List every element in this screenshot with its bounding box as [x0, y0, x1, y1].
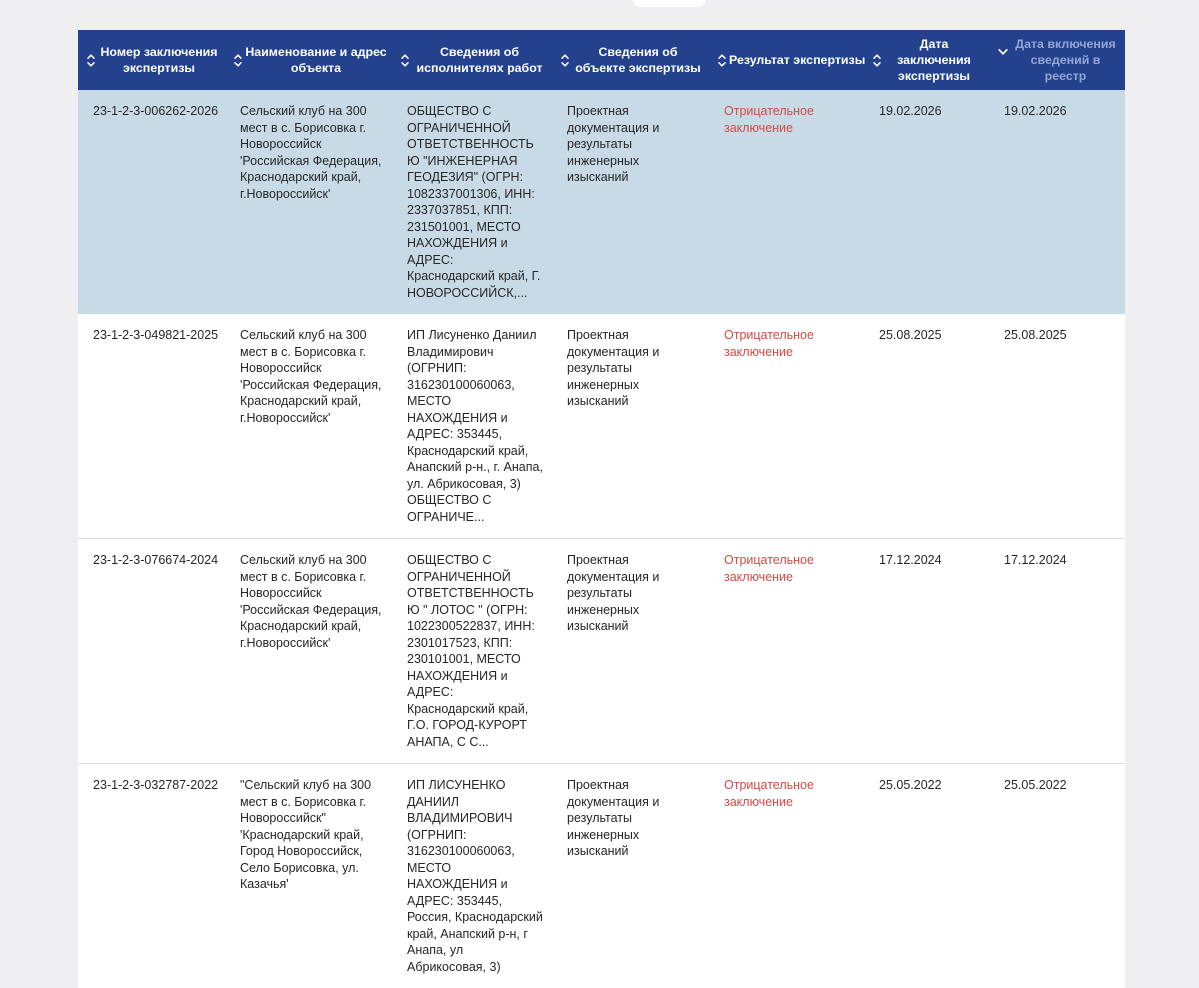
table-row[interactable]: 23-1-2-3-032787-2022 "Сельский клуб на 30…: [78, 763, 1125, 988]
column-header-subject[interactable]: Сведения об объекте экспертизы: [552, 30, 709, 90]
cell-conclusion-date: 25.08.2025: [879, 328, 942, 342]
cell-performers: ИП ЛИСУНЕНКО ДАНИИЛ ВЛАДИМИРОВИЧ (ОГРНИП…: [407, 778, 543, 974]
sort-chevrons-icon[interactable]: [400, 53, 410, 68]
column-header-label: Дата заключения экспертизы: [897, 37, 971, 83]
cell-result: Отрицательное заключение: [724, 104, 814, 135]
table-row[interactable]: 23-1-2-3-006262-2026 Сельский клуб на 300…: [78, 90, 1125, 314]
column-header-label: Сведения об исполнителях работ: [416, 45, 543, 75]
cell-subject: Проектная документация и результаты инже…: [567, 104, 660, 184]
table-header-row: Номер заключения экспертизы Наименование …: [78, 30, 1125, 90]
sort-chevrons-icon[interactable]: [560, 53, 570, 68]
cell-performers: ОБЩЕСТВО С ОГРАНИЧЕННОЙ ОТВЕТСТВЕННОСТЬЮ…: [407, 104, 541, 300]
cell-performers: ОБЩЕСТВО С ОГРАНИЧЕННОЙ ОТВЕТСТВЕННОСТЬЮ…: [407, 553, 535, 749]
cell-conclusion-date: 17.12.2024: [879, 553, 942, 567]
cell-result: Отрицательное заключение: [724, 328, 814, 359]
column-header-number[interactable]: Номер заключения экспертизы: [78, 30, 225, 90]
table-row[interactable]: 23-1-2-3-049821-2025 Сельский клуб на 300…: [78, 314, 1125, 538]
table-body: 23-1-2-3-006262-2026 Сельский клуб на 300…: [78, 90, 1125, 988]
cell-number: 23-1-2-3-032787-2022: [93, 778, 219, 792]
cell-subject: Проектная документация и результаты инже…: [567, 778, 660, 858]
column-header-registry-date[interactable]: Дата включения сведений в реестр: [989, 30, 1125, 90]
cell-number: 23-1-2-3-049821-2025: [93, 328, 219, 342]
cell-subject: Проектная документация и результаты инже…: [567, 553, 660, 633]
cell-performers: ИП Лисуненко Даниил Владимирович (ОГРНИП…: [407, 328, 543, 524]
cell-object: Сельский клуб на 300 мест в с. Борисовка…: [240, 328, 382, 425]
column-header-label: Наименование и адрес объекта: [245, 45, 387, 75]
cell-number: 23-1-2-3-006262-2026: [93, 104, 219, 118]
cell-conclusion-date: 25.05.2022: [879, 778, 942, 792]
expertise-registry-table: Номер заключения экспертизы Наименование …: [78, 30, 1125, 988]
column-header-result[interactable]: Результат экспертизы: [709, 30, 866, 90]
cell-number: 23-1-2-3-076674-2024: [93, 553, 219, 567]
cell-object: Сельский клуб на 300 мест в с. Борисовка…: [240, 104, 382, 201]
cell-subject: Проектная документация и результаты инже…: [567, 328, 660, 408]
column-header-label: Дата включения сведений в реестр: [1015, 37, 1116, 83]
column-header-label: Результат экспертизы: [729, 53, 866, 67]
cell-result: Отрицательное заключение: [724, 778, 814, 809]
sort-chevrons-icon[interactable]: [872, 53, 882, 68]
cell-conclusion-date: 19.02.2026: [879, 104, 942, 118]
table-row[interactable]: 23-1-2-3-076674-2024 Сельский клуб на 300…: [78, 538, 1125, 763]
cell-registry-date: 19.02.2026: [1004, 104, 1067, 118]
top-scroll-indicator: [633, 0, 705, 7]
cell-registry-date: 17.12.2024: [1004, 553, 1067, 567]
column-header-performers[interactable]: Сведения об исполнителях работ: [392, 30, 552, 90]
cell-registry-date: 25.08.2025: [1004, 328, 1067, 342]
column-header-label: Сведения об объекте экспертизы: [575, 45, 701, 75]
sort-chevrons-icon[interactable]: [233, 53, 243, 68]
cell-object: Сельский клуб на 300 мест в с. Борисовка…: [240, 553, 382, 650]
column-header-label: Номер заключения экспертизы: [100, 45, 218, 75]
cell-result: Отрицательное заключение: [724, 553, 814, 584]
cell-object: "Сельский клуб на 300 мест в с. Борисовк…: [240, 778, 372, 891]
sort-chevrons-icon[interactable]: [86, 53, 96, 68]
chevron-down-sort-icon[interactable]: [997, 48, 1009, 56]
sort-chevrons-icon[interactable]: [717, 53, 727, 68]
column-header-conclusion-date[interactable]: Дата заключения экспертизы: [864, 30, 989, 90]
cell-registry-date: 25.05.2022: [1004, 778, 1067, 792]
column-header-object[interactable]: Наименование и адрес объекта: [225, 30, 392, 90]
